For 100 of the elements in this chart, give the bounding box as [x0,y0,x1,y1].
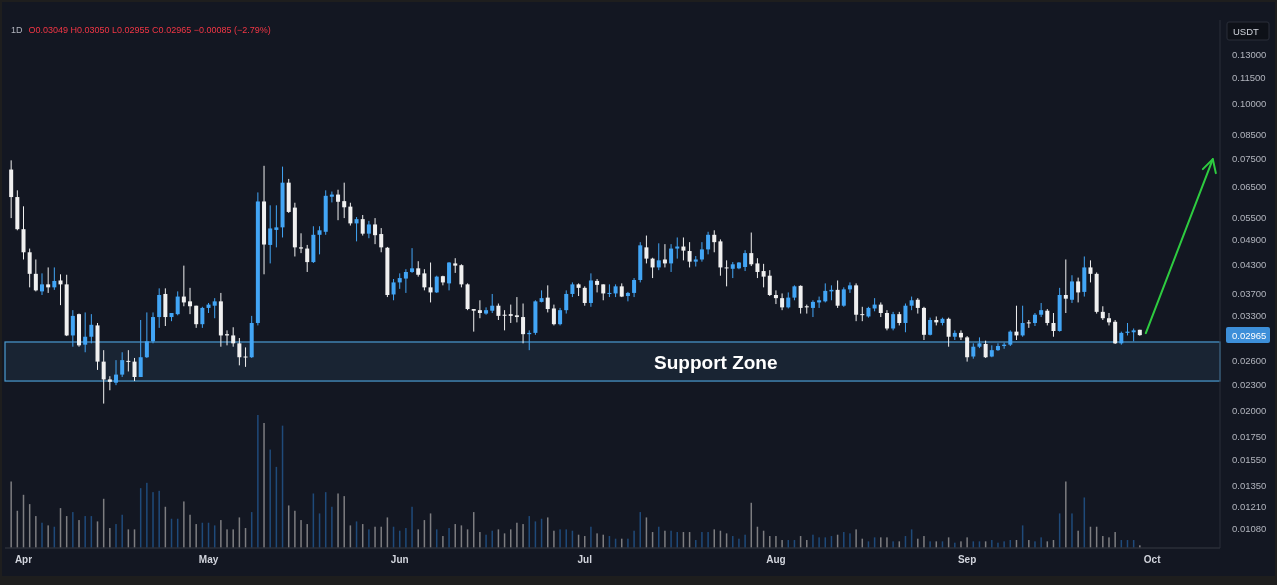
candlestick [687,241,692,268]
x-tick-label: Sep [957,554,977,565]
candlestick [132,357,137,382]
candlestick [508,304,513,324]
candlestick [632,277,637,298]
text: 1D [11,25,24,35]
x-tick-label: Oct [1143,554,1162,565]
candlestick [743,249,748,272]
y-tick-label: 0.03700 [1232,287,1267,299]
candlestick [70,309,75,348]
candlestick [477,299,482,319]
y-tick-label: 0.03300 [1232,309,1267,321]
candlestick [354,216,359,242]
candlestick [200,306,205,329]
candlestick [58,273,63,306]
candlestick [650,257,655,279]
candlestick [514,296,519,323]
candlestick [675,236,680,260]
candlestick [823,282,828,303]
candlestick [588,272,593,308]
candlestick [1039,302,1044,318]
candlestick [33,258,38,292]
y-tick-label: 0.02000 [1232,405,1267,417]
candlestick [471,308,476,333]
y-tick-label: 0.05500 [1232,212,1267,224]
candlestick [644,235,649,264]
y-tick-label: 0.08500 [1232,129,1267,141]
candlestick [946,317,951,348]
candlestick [595,278,600,293]
y-tick-label: 0.06500 [1232,180,1267,192]
candlestick [40,272,45,296]
candlestick [699,241,704,263]
candlestick [1076,277,1081,303]
candlestick [101,349,106,405]
candlestick [656,242,661,271]
candlestick [607,283,612,298]
candlestick [120,351,125,378]
candlestick [767,269,772,297]
candlestick [126,349,131,372]
candlestick [138,319,143,378]
x-tick-label: Apr [14,554,33,565]
candlestick [175,290,180,316]
y-tick-label: 0.02965 [1232,330,1267,342]
candlestick [891,311,896,331]
candlestick [447,261,452,291]
candlestick [1069,274,1074,304]
candlestick [564,289,569,315]
y-tick-label: 0.02600 [1232,355,1267,367]
text: O0.03049 H0.03050 L0.02955 C0.02965 −0.00085 (−2.79%) [28,25,271,35]
candlestick [212,297,217,319]
y-tick-label: 0.01080 [1232,522,1267,534]
x-tick-label: Jun [390,554,409,565]
candlestick [27,248,32,288]
candlestick [1020,305,1025,338]
candlestick [299,232,304,254]
candlestick [798,284,803,315]
candlestick [995,342,1000,352]
y-tick-label: 0.10000 [1232,98,1267,110]
candlestick [114,359,119,386]
y-tick-label: 0.01750 [1232,430,1267,442]
candlestick [724,259,729,287]
candlestick [459,263,464,288]
candlestick [1051,312,1056,338]
band-label: Support Zone [654,351,778,373]
y-tick-label: 0.02300 [1232,378,1267,390]
candlestick [625,291,630,302]
candlestick [490,293,495,314]
candlestick [379,227,384,253]
candlestick [268,204,273,264]
x-tick-label: Aug [766,554,786,565]
y-tick-label: 0.07500 [1232,153,1267,165]
y-tick-label: 0.04900 [1232,234,1267,246]
x-tick-label: May [198,554,219,565]
candlestick [360,214,365,237]
candlestick [884,309,889,331]
candlestick [761,263,766,288]
candlestick [391,278,396,301]
candlestick [157,287,162,329]
candlestick [274,204,279,248]
candlestick [342,182,347,219]
y-tick-label: 0.01210 [1232,500,1267,512]
candlestick [484,306,489,316]
candlestick [243,346,248,368]
candlestick [1106,312,1111,326]
candlestick [965,335,970,363]
candlestick [582,285,587,307]
candlestick [52,266,57,291]
candlestick [755,257,760,279]
candlestick [89,313,94,344]
y-tick-label: 0.11500 [1232,71,1266,83]
candlestick [712,229,717,253]
candlestick [780,292,785,311]
y-tick-label: 0.01350 [1232,480,1267,492]
candlestick [21,205,26,260]
candlestick [502,309,507,331]
candlestick [706,231,711,255]
candlestick [551,304,556,326]
candlestick [835,279,840,309]
y-tick-label: 0.13000 [1232,48,1267,60]
candlestick [773,289,778,305]
